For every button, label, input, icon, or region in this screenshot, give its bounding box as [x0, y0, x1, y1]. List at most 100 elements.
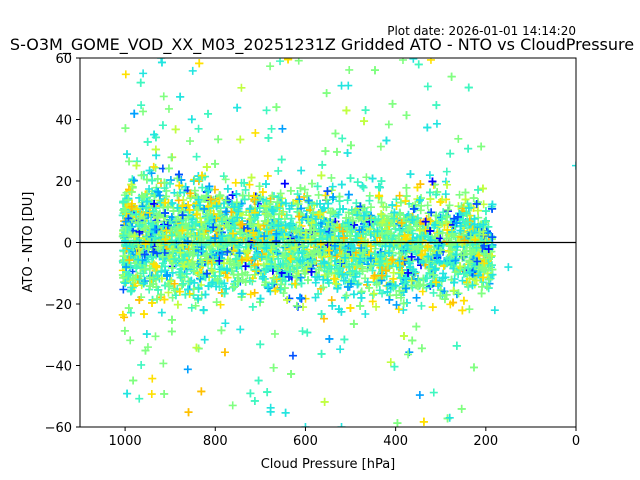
data-point: [147, 390, 156, 399]
data-point: [327, 186, 336, 195]
data-point: [398, 58, 407, 64]
data-point: [126, 336, 135, 345]
data-point: [443, 205, 452, 214]
data-point: [137, 360, 146, 369]
data-point: [327, 173, 336, 182]
data-point: [479, 200, 488, 209]
data-point: [345, 65, 354, 74]
data-point: [363, 278, 372, 287]
data-point: [263, 171, 272, 180]
data-point: [137, 101, 146, 110]
data-point: [148, 374, 157, 383]
data-point: [392, 201, 401, 210]
data-point: [429, 388, 438, 397]
data-point: [119, 285, 128, 294]
data-point: [157, 308, 166, 317]
data-point: [454, 134, 463, 143]
data-point: [314, 190, 323, 199]
data-point: [188, 66, 197, 75]
data-point: [344, 81, 353, 90]
data-point: [361, 309, 370, 318]
data-point: [209, 268, 218, 277]
data-point: [474, 213, 483, 222]
data-point: [458, 276, 467, 285]
data-point: [384, 120, 393, 129]
data-point: [246, 290, 255, 299]
data-point: [251, 128, 260, 137]
data-point: [358, 181, 367, 190]
plot-date-label: Plot date: 2026-01-01 14:14:20: [387, 24, 576, 38]
data-point: [149, 162, 158, 171]
data-point: [438, 228, 447, 237]
data-point: [432, 119, 441, 128]
data-point: [297, 166, 306, 175]
data-point: [445, 201, 454, 210]
data-point: [465, 305, 474, 314]
data-point: [429, 288, 438, 297]
data-point: [418, 287, 427, 296]
data-point: [412, 293, 421, 302]
data-point: [194, 124, 203, 133]
data-point: [298, 327, 307, 336]
data-point: [343, 196, 352, 205]
data-point: [151, 332, 160, 341]
chart-title: S-O3M_GOME_VOD_XX_M03_20251231Z Gridded …: [10, 35, 634, 55]
data-point: [423, 82, 432, 91]
data-point: [145, 184, 154, 193]
data-point: [166, 179, 175, 188]
data-point: [270, 329, 279, 338]
data-point: [338, 134, 347, 143]
data-point: [139, 107, 148, 116]
data-point: [221, 175, 230, 184]
data-point: [192, 152, 201, 161]
data-point: [386, 358, 395, 367]
data-point: [183, 365, 192, 374]
data-point: [236, 325, 245, 334]
data-point: [166, 176, 175, 185]
data-point: [228, 401, 237, 410]
data-point: [262, 106, 271, 115]
data-point: [442, 167, 451, 176]
data-point: [404, 350, 413, 359]
data-point: [121, 70, 130, 79]
data-point: [135, 394, 144, 403]
data-point: [372, 302, 381, 311]
data-point: [415, 391, 424, 400]
data-point: [221, 319, 230, 328]
data-point: [220, 279, 229, 288]
data-point: [394, 305, 403, 314]
data-point: [274, 166, 283, 175]
data-point: [200, 335, 209, 344]
data-point: [376, 142, 385, 151]
data-point: [241, 185, 250, 194]
data-point: [288, 351, 297, 360]
data-point: [186, 137, 195, 146]
data-point: [325, 252, 334, 261]
data-point: [278, 124, 287, 133]
data-point: [159, 359, 168, 368]
data-point: [294, 58, 303, 65]
data-point: [276, 189, 285, 198]
data-point: [354, 279, 363, 288]
data-point: [266, 62, 275, 71]
data-point: [159, 92, 168, 101]
data-point: [339, 276, 348, 285]
data-point: [455, 190, 464, 199]
data-point: [396, 293, 405, 302]
data-point: [417, 301, 426, 310]
data-point: [328, 182, 337, 191]
data-point: [365, 196, 374, 205]
data-point: [426, 58, 435, 64]
data-point: [425, 171, 434, 180]
data-point: [267, 124, 276, 133]
data-point: [237, 83, 246, 92]
data-point: [392, 300, 401, 309]
data-point: [126, 308, 135, 317]
data-point: [409, 58, 418, 63]
data-point: [164, 104, 173, 113]
data-point: [362, 173, 371, 182]
data-point: [293, 302, 302, 311]
data-point: [243, 271, 252, 280]
data-point: [311, 293, 320, 302]
data-point: [245, 180, 254, 189]
